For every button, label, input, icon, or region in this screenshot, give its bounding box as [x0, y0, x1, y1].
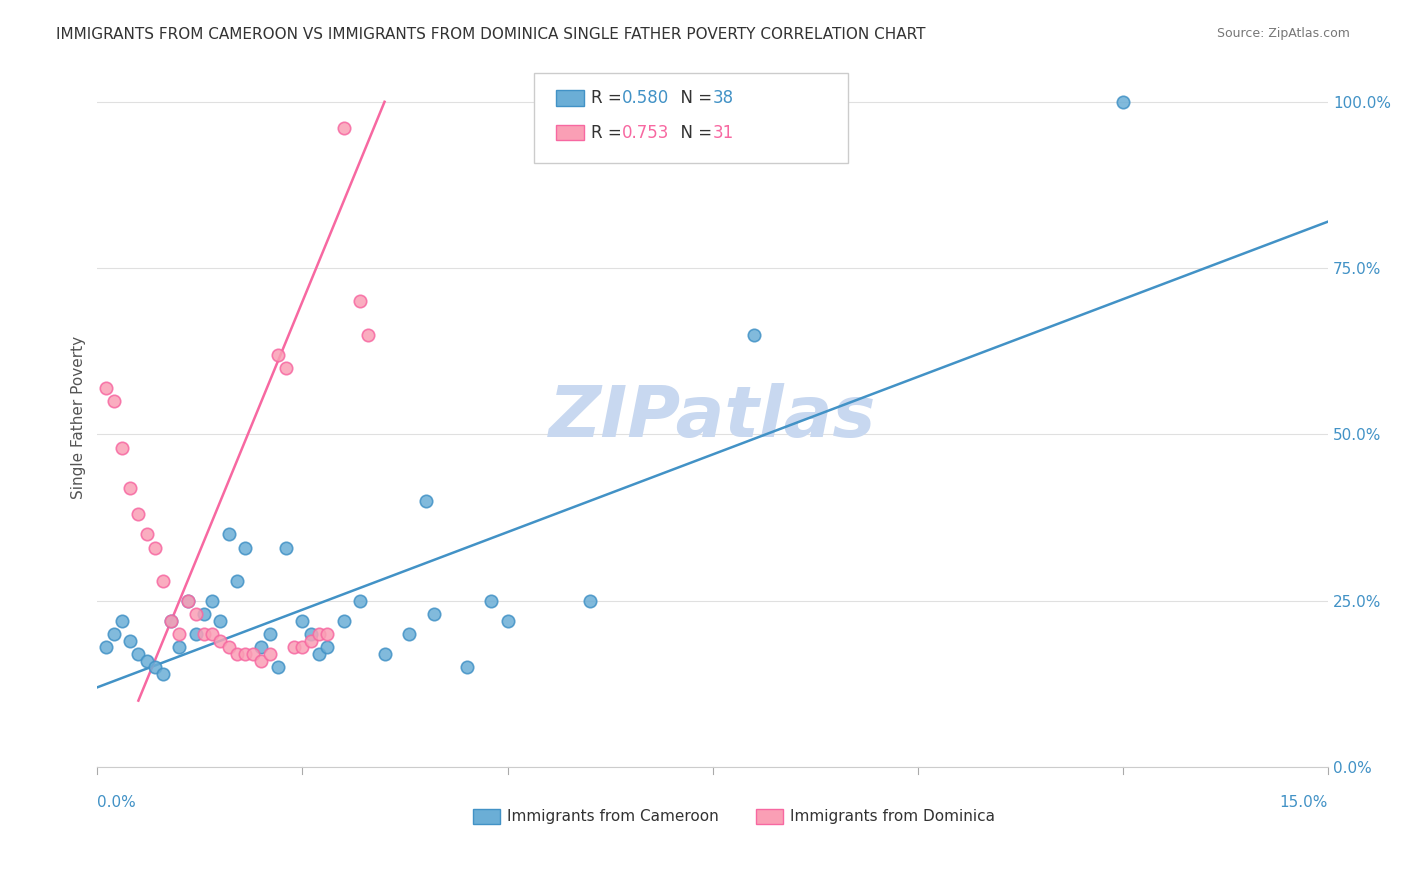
Point [218, 527, 240, 541]
Point [373, 647, 395, 661]
Point [415, 494, 437, 508]
Point [152, 667, 174, 681]
Point [94, 381, 117, 395]
Point [103, 627, 125, 641]
Point [349, 294, 371, 309]
Point [250, 654, 273, 668]
FancyBboxPatch shape [557, 90, 583, 105]
Point [496, 614, 519, 628]
Point [291, 614, 314, 628]
Point [111, 614, 134, 628]
Point [127, 508, 149, 522]
Point [316, 627, 339, 641]
Point [233, 541, 256, 555]
Point [291, 640, 314, 655]
Text: 0.753: 0.753 [621, 124, 669, 142]
Point [308, 627, 330, 641]
Point [152, 574, 174, 588]
Text: 38: 38 [713, 89, 734, 107]
Point [267, 348, 290, 362]
Point [120, 481, 142, 495]
Text: N =: N = [669, 89, 717, 107]
Point [127, 647, 149, 661]
Text: IMMIGRANTS FROM CAMEROON VS IMMIGRANTS FROM DOMINICA SINGLE FATHER POVERTY CORRE: IMMIGRANTS FROM CAMEROON VS IMMIGRANTS F… [56, 27, 925, 42]
Point [423, 607, 446, 621]
Point [135, 527, 157, 541]
Text: 0.580: 0.580 [621, 89, 669, 107]
Text: R =: R = [591, 124, 627, 142]
FancyBboxPatch shape [472, 809, 499, 824]
Point [479, 594, 502, 608]
Point [184, 627, 207, 641]
Point [742, 327, 765, 342]
Point [169, 627, 191, 641]
Point [398, 627, 420, 641]
Text: N =: N = [669, 124, 717, 142]
Point [160, 614, 183, 628]
Point [357, 327, 380, 342]
Point [316, 640, 339, 655]
Point [578, 594, 600, 608]
Point [169, 640, 191, 655]
Point [259, 627, 281, 641]
Point [218, 640, 240, 655]
FancyBboxPatch shape [557, 125, 583, 140]
FancyBboxPatch shape [756, 809, 783, 824]
Point [160, 614, 183, 628]
Point [193, 627, 215, 641]
Point [242, 647, 264, 661]
Text: ZIPatlas: ZIPatlas [550, 384, 876, 452]
Point [1112, 95, 1135, 109]
Point [283, 640, 305, 655]
Point [299, 627, 322, 641]
Point [103, 394, 125, 409]
Point [225, 647, 247, 661]
Point [201, 627, 224, 641]
Point [111, 441, 134, 455]
Point [267, 660, 290, 674]
Point [184, 607, 207, 621]
Point [176, 594, 198, 608]
Text: Immigrants from Dominica: Immigrants from Dominica [790, 809, 995, 824]
Point [209, 633, 232, 648]
Point [332, 614, 354, 628]
Text: 31: 31 [713, 124, 734, 142]
Point [332, 121, 354, 136]
Point [299, 633, 322, 648]
Point [94, 640, 117, 655]
Y-axis label: Single Father Poverty: Single Father Poverty [72, 336, 86, 500]
Point [274, 360, 297, 375]
Point [225, 574, 247, 588]
Point [193, 607, 215, 621]
Point [135, 654, 157, 668]
Text: Source: ZipAtlas.com: Source: ZipAtlas.com [1216, 27, 1350, 40]
Point [143, 660, 166, 674]
FancyBboxPatch shape [534, 73, 848, 163]
Point [201, 594, 224, 608]
Point [209, 614, 232, 628]
Point [176, 594, 198, 608]
Point [259, 647, 281, 661]
Text: R =: R = [591, 89, 627, 107]
Point [308, 647, 330, 661]
Text: 15.0%: 15.0% [1279, 795, 1329, 810]
Point [349, 594, 371, 608]
Point [233, 647, 256, 661]
Point [456, 660, 478, 674]
Point [250, 640, 273, 655]
Text: 0.0%: 0.0% [97, 795, 136, 810]
Point [120, 633, 142, 648]
Point [143, 541, 166, 555]
Point [274, 541, 297, 555]
Text: Immigrants from Cameroon: Immigrants from Cameroon [508, 809, 718, 824]
